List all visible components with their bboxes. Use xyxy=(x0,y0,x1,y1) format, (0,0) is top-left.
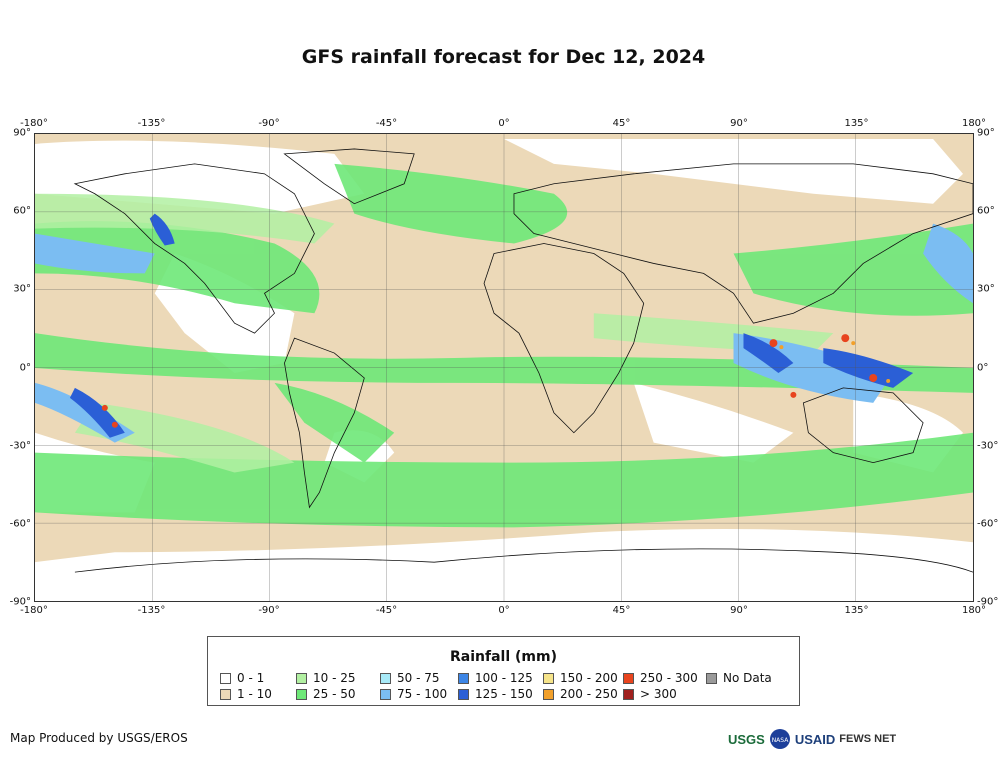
lon-tick-top: -90° xyxy=(258,118,280,129)
south-america xyxy=(284,337,365,509)
lat-tick-right: 0° xyxy=(977,362,989,373)
lon-tick-bottom: -135° xyxy=(137,605,166,616)
legend-label: 200 - 250 xyxy=(560,687,618,701)
legend-item: 200 - 250 xyxy=(543,687,618,701)
legend-label: 0 - 1 xyxy=(237,671,265,685)
lon-tick-bottom: 0° xyxy=(498,605,510,616)
lon-tick-bottom: 180° xyxy=(961,605,987,616)
fewsnet-logo: FEWS NET xyxy=(839,733,897,745)
lat-tick-left: -90° xyxy=(9,596,31,608)
lat-tick-right: 90° xyxy=(977,127,995,139)
lat-tick-right: 60° xyxy=(977,205,995,217)
lon-tick-bottom: -45° xyxy=(375,605,398,616)
legend-swatch xyxy=(296,688,307,700)
legend-swatch xyxy=(380,672,391,684)
legend-swatch xyxy=(623,672,634,684)
legend-label: 100 - 125 xyxy=(475,671,533,685)
coastlines xyxy=(73,148,973,573)
lon-tick-bottom: 90° xyxy=(730,605,748,616)
lon-tick-bottom: 45° xyxy=(612,605,631,616)
lat-tick-left: -60° xyxy=(9,518,31,530)
lat-tick-left: 30° xyxy=(13,283,31,295)
usaid-logo: USAID xyxy=(794,731,836,747)
legend-item: 250 - 300 xyxy=(623,671,698,685)
rain-125-150-areas xyxy=(69,213,914,438)
legend-item: 0 - 1 xyxy=(220,671,264,685)
legend-label: 150 - 200 xyxy=(560,671,618,685)
legend-item: 25 - 50 xyxy=(296,687,356,701)
antarctica xyxy=(74,548,973,573)
lon-tick-top: 45° xyxy=(612,118,631,129)
rainfall-map[interactable] xyxy=(34,133,974,602)
credit-text: Map Produced by USGS/EROS xyxy=(10,731,188,745)
legend-label: 125 - 150 xyxy=(475,687,533,701)
legend-title: Rainfall (mm) xyxy=(450,649,557,665)
graticule xyxy=(35,134,973,601)
rain-250-300-areas xyxy=(101,334,878,428)
lat-tick-right: -90° xyxy=(977,596,999,608)
lat-tick-right: -60° xyxy=(977,518,999,530)
lon-tick-top: -180° xyxy=(20,118,48,129)
legend-label: 250 - 300 xyxy=(640,671,698,685)
legend: Rainfall (mm) 0 - 1 1 - 10 10 - 25 25 - 50 5… xyxy=(207,636,800,706)
nasa-logo: NASA xyxy=(769,729,790,749)
legend-item: 50 - 75 xyxy=(380,671,440,685)
legend-swatch xyxy=(458,688,469,700)
lon-tick-top: -135° xyxy=(137,118,166,129)
rain-10-25-bands xyxy=(35,193,834,473)
legend-swatch xyxy=(543,672,554,684)
lon-tick-top: 0° xyxy=(498,118,510,129)
north-america xyxy=(73,163,315,334)
legend-label: 10 - 25 xyxy=(313,671,356,685)
lat-tick-right: -30° xyxy=(977,440,999,452)
legend-item: 125 - 150 xyxy=(458,687,533,701)
lat-tick-right: 30° xyxy=(977,283,995,295)
lat-tick-left: 60° xyxy=(13,205,31,217)
legend-label: No Data xyxy=(723,671,772,685)
legend-label: 50 - 75 xyxy=(397,671,440,685)
legend-item: > 300 xyxy=(623,687,677,701)
legend-swatch xyxy=(543,688,554,700)
legend-item: 150 - 200 xyxy=(543,671,618,685)
lon-tick-top: 90° xyxy=(730,118,748,129)
legend-item: 1 - 10 xyxy=(220,687,272,701)
legend-swatch xyxy=(220,672,231,684)
lon-tick-bottom: -180° xyxy=(20,605,48,616)
legend-item: 75 - 100 xyxy=(380,687,447,701)
legend-item: 100 - 125 xyxy=(458,671,533,685)
legend-label: 75 - 100 xyxy=(397,687,448,701)
eurasia xyxy=(513,163,973,324)
lat-tick-left: -30° xyxy=(9,440,31,452)
lon-tick-top: -45° xyxy=(375,118,398,129)
legend-label: 25 - 50 xyxy=(313,687,356,701)
map-title: GFS rainfall forecast for Dec 12, 2024 xyxy=(301,46,706,68)
greenland xyxy=(283,148,415,205)
lon-tick-top: 135° xyxy=(844,118,869,129)
rain-200-250-areas xyxy=(779,341,891,383)
africa xyxy=(483,243,645,434)
legend-label: > 300 xyxy=(640,687,677,701)
legend-item: 10 - 25 xyxy=(296,671,356,685)
legend-swatch xyxy=(220,688,231,700)
legend-swatch xyxy=(706,672,717,684)
australia xyxy=(802,387,924,464)
lat-tick-left: 90° xyxy=(13,127,31,139)
legend-swatch xyxy=(623,688,634,700)
lon-tick-top: 180° xyxy=(961,118,987,129)
legend-swatch xyxy=(296,672,307,684)
lon-tick-bottom: -90° xyxy=(258,605,280,616)
usgs-logo: USGS xyxy=(728,731,765,747)
lat-tick-left: 0° xyxy=(19,362,31,373)
logos: USGS NASA USAID FEWS NET xyxy=(728,725,896,753)
legend-swatch xyxy=(458,672,469,684)
legend-label: 1 - 10 xyxy=(237,687,272,701)
legend-swatch xyxy=(380,688,391,700)
lon-tick-bottom: 135° xyxy=(844,605,869,616)
legend-item: No Data xyxy=(706,671,772,685)
nasa-logo-text: NASA xyxy=(772,737,790,744)
